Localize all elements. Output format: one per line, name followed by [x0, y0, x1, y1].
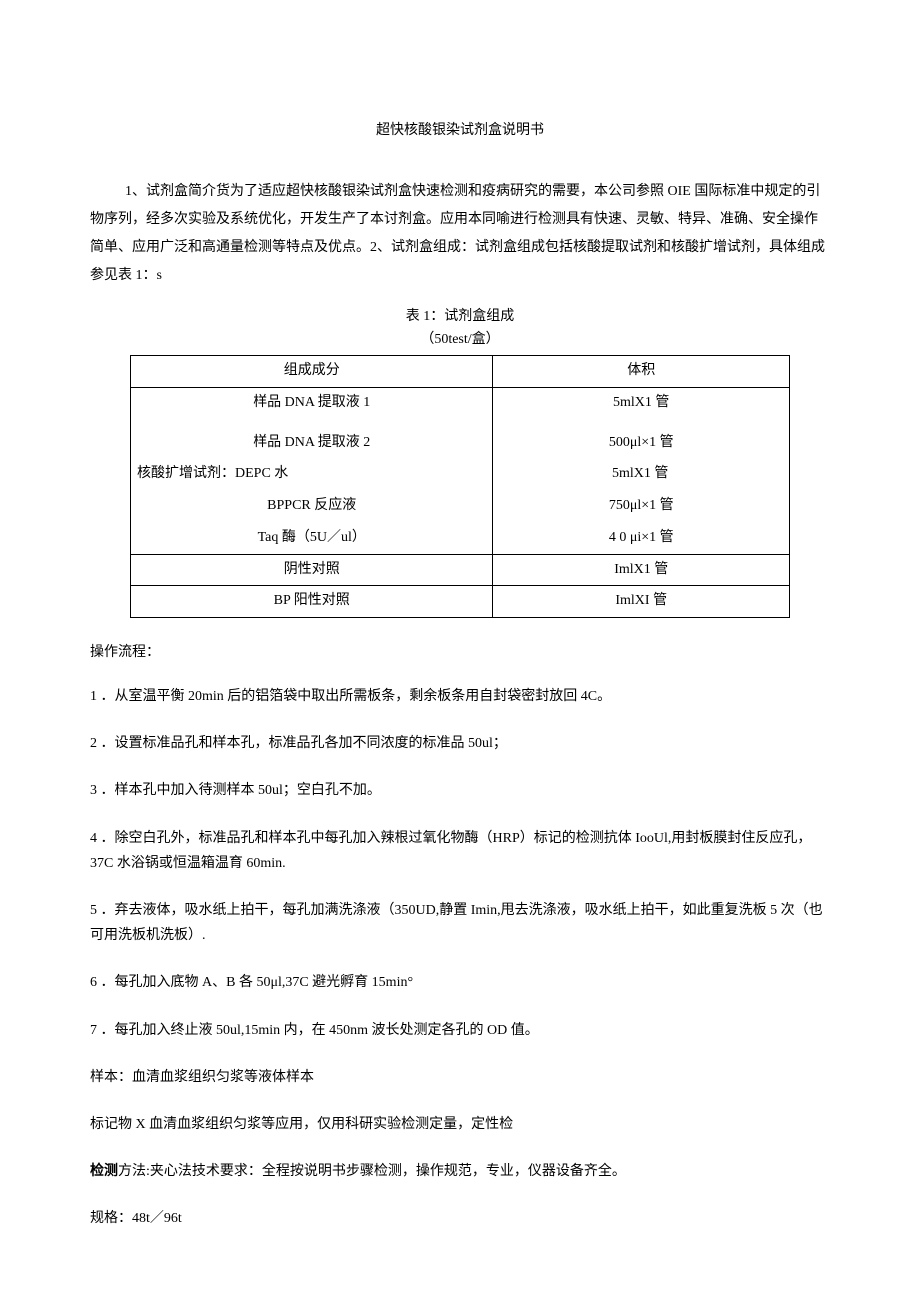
- spec-line: 规格：48t／96t: [90, 1206, 830, 1231]
- procedure-step: 2 ．设置标准品孔和样本孔，标准品孔各加不同浓度的标准品 50ul；: [90, 731, 830, 756]
- marker-line: 标记物 X 血清血浆组织匀浆等应用，仅用科研实验检测定量，定性检: [90, 1112, 830, 1137]
- cell-component: BPPCR 反应液: [131, 490, 493, 522]
- caption-line2: （50test/盒）: [420, 332, 499, 347]
- cell-volume: ImlXI 管: [493, 586, 790, 617]
- header-volume: 体积: [493, 356, 790, 387]
- caption-line1: 表 1：试剂盒组成: [406, 309, 515, 324]
- table-header-row: 组成成分 体积: [131, 356, 790, 387]
- table-row: [131, 418, 790, 428]
- table-row: BPPCR 反应液 750μl×1 管: [131, 490, 790, 522]
- cell-volume: 500μl×1 管: [493, 428, 790, 458]
- composition-table: 组成成分 体积 样品 DNA 提取液 1 5mlX1 管 样品 DNA 提取液 …: [130, 355, 790, 617]
- cell-volume: 5mlX1 管: [493, 458, 790, 490]
- cell-component: 样品 DNA 提取液 1: [131, 387, 493, 418]
- cell-volume: 750μl×1 管: [493, 490, 790, 522]
- table-row: 核酸扩增试剂：DEPC 水 5mlX1 管: [131, 458, 790, 490]
- sample-line: 样本：血清血浆组织匀浆等液体样本: [90, 1065, 830, 1090]
- procedure-step: 7 ．每孔加入终止液 50ul,15min 内，在 450nm 波长处测定各孔的…: [90, 1018, 830, 1043]
- cell-volume: 5mlX1 管: [493, 387, 790, 418]
- document-title: 超快核酸银染试剂盒说明书: [90, 120, 830, 142]
- procedure-step: 4 ．除空白孔外，标准品孔和样本孔中每孔加入辣根过氧化物酶（HRP）标记的检测抗…: [90, 826, 830, 876]
- table-row: BP 阳性对照 ImlXI 管: [131, 586, 790, 617]
- cell-volume: ImlX1 管: [493, 554, 790, 585]
- procedure-step: 6 ．每孔加入底物 A、B 各 50μl,37C 避光孵育 15min°: [90, 970, 830, 995]
- procedure-step: 1 ．从室温平衡 20min 后的铝箔袋中取出所需板条，剩余板条用自封袋密封放回…: [90, 684, 830, 709]
- table-row: 阴性对照 ImlX1 管: [131, 554, 790, 585]
- procedure-header: 操作流程：: [90, 642, 830, 664]
- cell-volume: 4 0 μi×1 管: [493, 522, 790, 554]
- table-caption: 表 1：试剂盒组成 （50test/盒）: [90, 306, 830, 351]
- table-row: Taq 酶（5U／ul） 4 0 μi×1 管: [131, 522, 790, 554]
- cell-component: 阴性对照: [131, 554, 493, 585]
- cell-component: BP 阳性对照: [131, 586, 493, 617]
- detection-rest: 方法:夹心法技术要求：全程按说明书步骤检测，操作规范，专业，仪器设备齐全。: [118, 1164, 626, 1179]
- table-row: 样品 DNA 提取液 2 500μl×1 管: [131, 428, 790, 458]
- cell-component: 样品 DNA 提取液 2: [131, 428, 493, 458]
- header-component: 组成成分: [131, 356, 493, 387]
- procedure-step: 5 ．弃去液体，吸水纸上拍干，每孔加满洗涤液（350UD,静置 Imin,甩去洗…: [90, 898, 830, 948]
- detection-label: 检测: [90, 1164, 118, 1179]
- cell-component: 核酸扩增试剂：DEPC 水: [131, 458, 493, 490]
- detection-line: 检测方法:夹心法技术要求：全程按说明书步骤检测，操作规范，专业，仪器设备齐全。: [90, 1159, 830, 1184]
- procedure-step: 3 ．样本孔中加入待测样本 50ul；空白孔不加。: [90, 778, 830, 803]
- table-row: 样品 DNA 提取液 1 5mlX1 管: [131, 387, 790, 418]
- cell-component: Taq 酶（5U／ul）: [131, 522, 493, 554]
- intro-paragraph: 1、试剂盒简介货为了适应超快核酸银染试剂盒快速检测和疫病研究的需要，本公司参照 …: [90, 178, 830, 290]
